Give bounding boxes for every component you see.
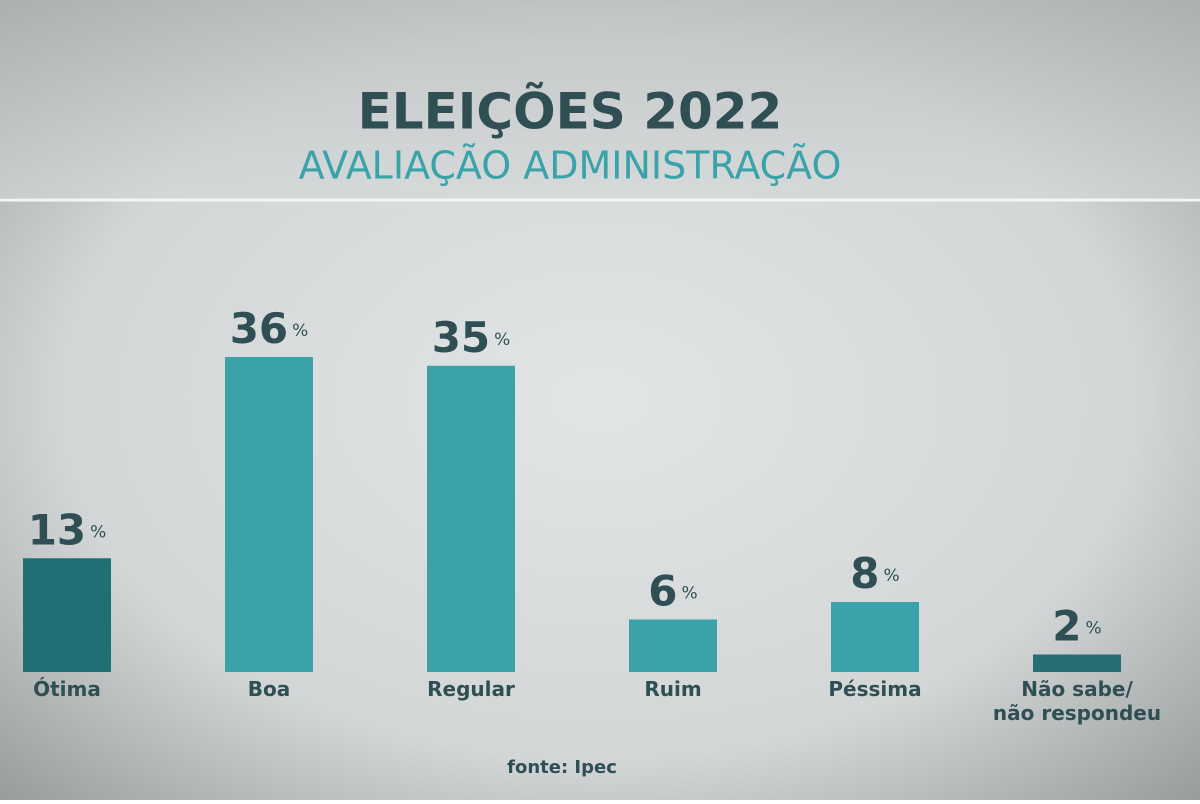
x-tick-line: Não sabe/ xyxy=(1021,677,1133,701)
bar xyxy=(831,602,919,672)
value-number: 2 xyxy=(1052,601,1081,650)
value-label: 6% xyxy=(648,566,697,615)
x-tick-line: Ótima xyxy=(33,677,101,701)
x-tick-label: Ótima xyxy=(33,677,101,701)
value-label: 36% xyxy=(230,304,309,353)
value-number: 6 xyxy=(648,566,677,615)
value-label: 13% xyxy=(28,505,107,554)
x-tick-label: Boa xyxy=(248,677,290,701)
value-number: 36 xyxy=(230,304,288,353)
chart-title: ELEIÇÕES 2022 xyxy=(358,82,783,141)
value-label: 2% xyxy=(1052,601,1101,650)
plot-area: 13 % Ótima 36 % Boa 35 % Regular 6 % Ruim 8 % Péssima 2… xyxy=(23,304,1161,725)
chart-subtitle: AVALIAÇÃO ADMINISTRAÇÃO xyxy=(299,144,842,188)
bar xyxy=(629,619,717,672)
value-label: 8% xyxy=(850,549,899,598)
value-unit: % xyxy=(1086,619,1102,639)
source: fonte: Ipec xyxy=(507,757,617,778)
value-unit: % xyxy=(682,584,698,604)
value-number: 13 xyxy=(28,505,86,554)
value-label: 35% xyxy=(432,312,511,361)
x-tick-line: Regular xyxy=(427,677,515,701)
bar xyxy=(23,558,111,672)
x-tick-label: Regular xyxy=(427,677,515,701)
x-tick-line: Boa xyxy=(248,677,290,701)
x-tick-label: Péssima xyxy=(828,677,921,701)
x-tick-line: Ruim xyxy=(644,677,701,701)
value-number: 8 xyxy=(850,549,879,598)
x-tick-label: Não sabe/não respondeu xyxy=(993,677,1161,725)
x-tick-line: Péssima xyxy=(828,677,921,701)
value-unit: % xyxy=(292,321,308,341)
x-tick-label: Ruim xyxy=(644,677,701,701)
value-unit: % xyxy=(494,330,510,350)
bar xyxy=(427,365,515,672)
header-band xyxy=(0,0,1200,198)
value-unit: % xyxy=(90,522,106,542)
value-number: 35 xyxy=(432,312,490,361)
value-unit: % xyxy=(884,566,900,586)
bar xyxy=(1033,654,1121,672)
x-tick-line: não respondeu xyxy=(993,701,1161,725)
bar xyxy=(225,357,313,672)
